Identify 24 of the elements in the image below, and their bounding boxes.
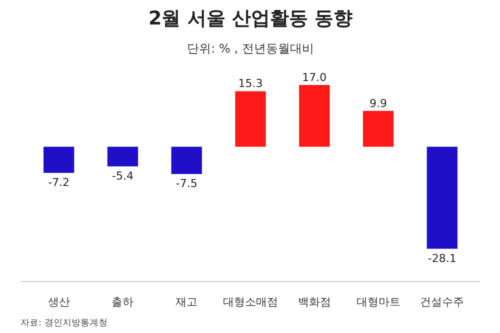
text: 자료: 경인지방통계청 [20, 318, 108, 328]
bar [362, 110, 394, 147]
x-tick-label: 생산 [48, 296, 70, 308]
bar [107, 146, 138, 166]
bar [171, 146, 202, 174]
x-tick-label: 건설수주 [420, 296, 464, 308]
x-tick-label: 백화점 [298, 296, 331, 308]
data-label: 15.3 [238, 77, 263, 90]
data-label: -28.1 [428, 252, 456, 265]
data-label: -7.5 [176, 176, 198, 190]
bar [299, 85, 330, 147]
chart-title: 2월 서울 산업활동 동향 [148, 8, 353, 30]
data-label: -5.4 [112, 169, 134, 182]
data-label: 9.9 [370, 96, 388, 110]
bar [426, 146, 458, 249]
chart-subtitle: 단위: % , 전년동월대비 [187, 42, 314, 56]
data-label: -7.2 [48, 176, 70, 189]
x-tick-label: 출하 [112, 296, 134, 308]
x-tick-label: 대형소매점 [223, 296, 278, 308]
bar [44, 146, 74, 173]
x-tick-label: 대형마트 [356, 296, 400, 308]
bar [235, 91, 266, 147]
x-tick-label: 재고 [176, 296, 198, 308]
data-label: 17.0 [302, 71, 327, 84]
